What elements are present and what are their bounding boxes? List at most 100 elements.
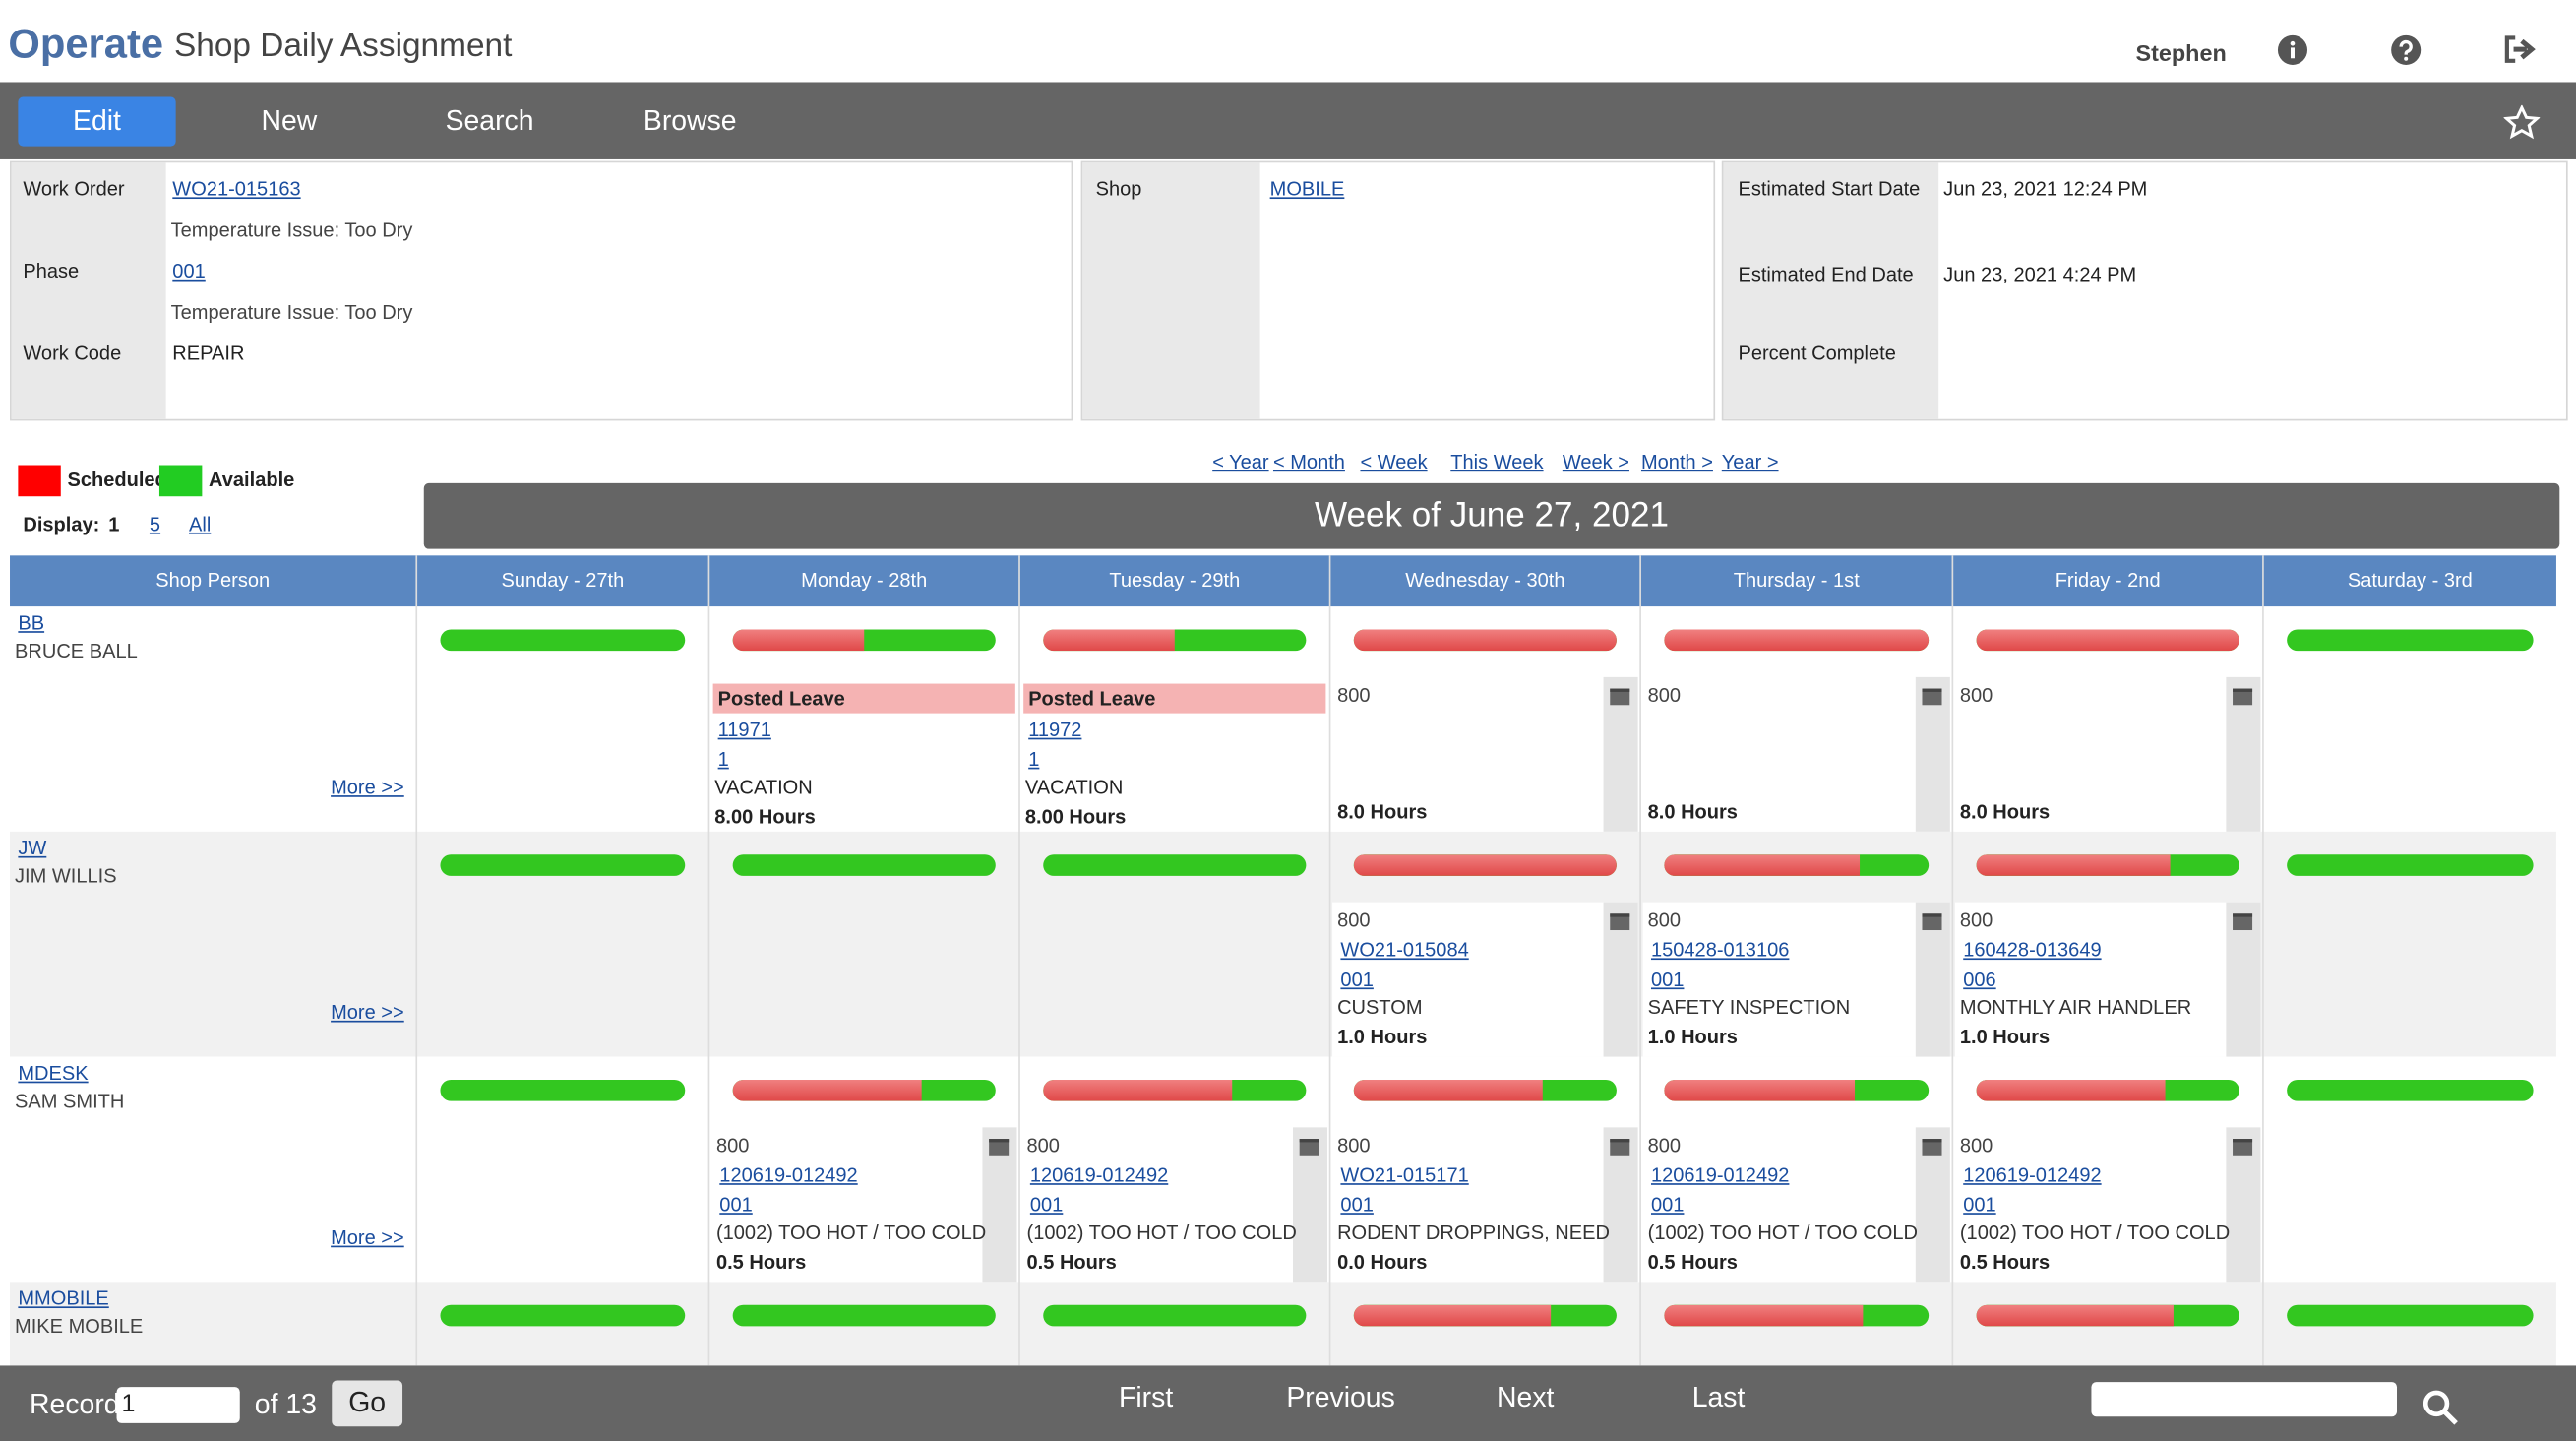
display-option[interactable]: 5 bbox=[149, 512, 161, 536]
detail-value: Jun 23, 2021 12:24 PM bbox=[1943, 177, 2148, 201]
week-nav-link[interactable]: This Week bbox=[1450, 450, 1544, 473]
entry-link[interactable]: 1 bbox=[1028, 747, 1040, 772]
week-title: Week of June 27, 2021 bbox=[1315, 496, 1670, 534]
entry-link[interactable]: 11972 bbox=[1028, 718, 1082, 742]
search-icon[interactable] bbox=[2422, 1389, 2461, 1428]
entry-link[interactable]: 120619-012492 bbox=[1963, 1163, 2102, 1187]
person-code[interactable]: MDESK bbox=[18, 1061, 89, 1085]
entry-bg bbox=[1642, 902, 1950, 1057]
entry-link[interactable]: 001 bbox=[1650, 1193, 1685, 1217]
entry-link[interactable]: 160428-013649 bbox=[1963, 938, 2102, 962]
card-icon bbox=[1610, 913, 1630, 931]
entry-bg bbox=[710, 1127, 1017, 1283]
pager-button[interactable]: First bbox=[1119, 1382, 1174, 1413]
entry-link[interactable]: 001 bbox=[719, 1193, 753, 1217]
toolbar-button[interactable]: Edit bbox=[73, 104, 121, 137]
column-header: Wednesday - 30th bbox=[1405, 568, 1565, 593]
entry-desc: (1002) TOO HOT / TOO COLD bbox=[1647, 1221, 1918, 1244]
entry-link[interactable]: 150428-013106 bbox=[1650, 938, 1790, 962]
toolbar-button[interactable]: New bbox=[261, 104, 318, 137]
detail-label: Work Code bbox=[23, 342, 122, 365]
entry-code: 800 bbox=[1959, 683, 1993, 707]
entry-link[interactable]: WO21-015171 bbox=[1340, 1163, 1469, 1187]
column-header: Monday - 28th bbox=[801, 568, 928, 593]
scheduled-fill bbox=[1664, 854, 1861, 876]
display-option[interactable]: All bbox=[189, 512, 212, 536]
scheduled-fill bbox=[1353, 1304, 1552, 1327]
week-nav-link[interactable]: < Month bbox=[1272, 450, 1345, 473]
person-code[interactable]: BB bbox=[18, 611, 45, 635]
entry-link[interactable]: 001 bbox=[1340, 1193, 1374, 1217]
leave-title: Posted Leave bbox=[1028, 686, 1156, 711]
entry-bg bbox=[1332, 676, 1638, 832]
entry-hours: 0.5 Hours bbox=[1959, 1250, 2051, 1274]
entry-bg bbox=[1642, 1127, 1950, 1283]
entry-bg bbox=[1954, 902, 2261, 1057]
legend-swatch-available bbox=[158, 465, 203, 497]
pager-button[interactable]: Previous bbox=[1286, 1382, 1395, 1413]
detail-label: Estimated End Date bbox=[1738, 263, 1914, 286]
entry-desc: (1002) TOO HOT / TOO COLD bbox=[715, 1221, 987, 1244]
display-option[interactable]: 1 bbox=[108, 512, 120, 536]
more-link[interactable]: More >> bbox=[331, 1000, 404, 1025]
more-link[interactable]: More >> bbox=[331, 1225, 404, 1249]
entry-link[interactable]: 120619-012492 bbox=[1650, 1163, 1790, 1187]
column-divider bbox=[2262, 555, 2264, 1366]
detail-link[interactable]: WO21-015163 bbox=[172, 177, 301, 201]
capacity-bar bbox=[1043, 854, 1307, 876]
entry-hours: 1.0 Hours bbox=[1647, 1025, 1738, 1049]
pager-button[interactable]: Next bbox=[1497, 1382, 1555, 1413]
entry-link[interactable]: WO21-015084 bbox=[1340, 938, 1469, 962]
capacity-bar bbox=[440, 1079, 686, 1101]
scheduled-fill bbox=[1043, 1079, 1233, 1101]
entry-link[interactable]: 1 bbox=[717, 747, 729, 772]
capacity-bar bbox=[1353, 1079, 1617, 1101]
user-name: Stephen bbox=[2135, 39, 2227, 66]
entry-bg bbox=[1642, 676, 1950, 832]
favorite-star[interactable] bbox=[2503, 104, 2541, 140]
go-button[interactable]: Go bbox=[332, 1380, 403, 1427]
column-divider bbox=[1328, 555, 1331, 1366]
record-input[interactable]: 1 bbox=[116, 1387, 240, 1423]
entry-link[interactable]: 120619-012492 bbox=[1029, 1163, 1169, 1187]
week-nav-link[interactable]: Week > bbox=[1562, 450, 1629, 473]
capacity-bar bbox=[732, 1304, 996, 1327]
record-count: of 13 bbox=[254, 1388, 317, 1420]
detail-link[interactable]: MOBILE bbox=[1269, 177, 1345, 201]
week-nav-link[interactable]: < Week bbox=[1360, 450, 1428, 473]
entry-hours: 0.0 Hours bbox=[1337, 1250, 1428, 1274]
entry-bg bbox=[1954, 676, 2261, 832]
week-nav-link[interactable]: < Year bbox=[1212, 450, 1269, 473]
scheduled-fill bbox=[1353, 1079, 1544, 1101]
detail-link[interactable]: 001 bbox=[172, 259, 206, 283]
entry-desc: (1002) TOO HOT / TOO COLD bbox=[1026, 1221, 1297, 1244]
legend-label: Scheduled bbox=[67, 468, 167, 492]
person-code[interactable]: MMOBILE bbox=[18, 1286, 109, 1310]
pager-button[interactable]: Last bbox=[1691, 1382, 1746, 1413]
toolbar-button[interactable]: Browse bbox=[643, 104, 737, 137]
entry-link[interactable]: 11971 bbox=[717, 718, 771, 742]
help-icon[interactable] bbox=[2390, 34, 2422, 66]
search-input[interactable] bbox=[2091, 1382, 2398, 1417]
entry-link[interactable]: 006 bbox=[1963, 968, 1996, 991]
more-link[interactable]: More >> bbox=[331, 776, 404, 799]
entry-link[interactable]: 001 bbox=[1650, 968, 1685, 991]
column-divider bbox=[1018, 555, 1020, 1366]
person-code[interactable]: JW bbox=[18, 836, 47, 860]
entry-link[interactable]: 001 bbox=[1340, 968, 1374, 991]
entry-link[interactable]: 120619-012492 bbox=[719, 1163, 858, 1187]
capacity-bar bbox=[1043, 629, 1307, 652]
toolbar-button[interactable]: Search bbox=[445, 104, 534, 137]
entry-link[interactable]: 001 bbox=[1029, 1193, 1064, 1217]
entry-hours: 0.5 Hours bbox=[715, 1250, 807, 1274]
week-nav-link[interactable]: Year > bbox=[1721, 450, 1779, 473]
entry-hours: 8.00 Hours bbox=[1024, 805, 1127, 829]
week-nav-link[interactable]: Month > bbox=[1640, 450, 1713, 473]
info-icon[interactable] bbox=[2277, 34, 2308, 66]
entry-desc: VACATION bbox=[1024, 776, 1124, 799]
entry-link[interactable]: 001 bbox=[1963, 1193, 1996, 1217]
toolbar-button-active[interactable] bbox=[18, 96, 176, 147]
display-label: Display: bbox=[23, 512, 100, 536]
capacity-bar bbox=[440, 854, 686, 876]
logout-icon[interactable] bbox=[2504, 34, 2537, 64]
